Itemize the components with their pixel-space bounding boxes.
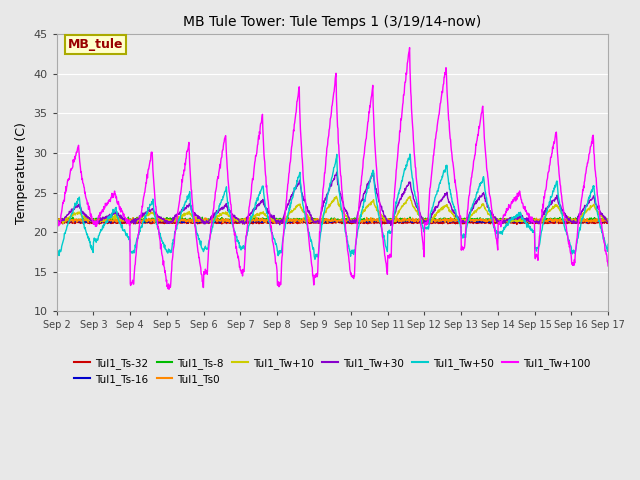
Tul1_Ts-32	[175, 219, 183, 225]
Tul1_Ts-16	[536, 216, 544, 222]
Tul1_Tw+10	[604, 219, 612, 225]
Tul1_Tw+50	[311, 256, 319, 262]
Tul1_Tw+30	[604, 219, 612, 225]
Line: Tul1_Ts0: Tul1_Ts0	[57, 217, 608, 223]
Tul1_Tw+100	[165, 287, 173, 292]
Line: Tul1_Ts-16: Tul1_Ts-16	[57, 219, 608, 223]
Tul1_Ts-8	[141, 219, 149, 225]
Tul1_Tw+30	[540, 211, 547, 217]
Tul1_Tw+10	[53, 217, 61, 223]
Tul1_Ts-16	[490, 218, 498, 224]
Tul1_Tw+100	[237, 270, 245, 276]
Tul1_Tw+100	[604, 263, 612, 269]
Tul1_Ts-16	[604, 219, 612, 225]
Tul1_Tw+100	[406, 45, 413, 50]
Tul1_Tw+50	[53, 249, 61, 255]
Tul1_Tw+10	[540, 215, 547, 221]
Tul1_Ts0	[162, 218, 170, 224]
Tul1_Ts-8	[238, 216, 246, 222]
Tul1_Tw+30	[333, 169, 340, 175]
Tul1_Ts-8	[53, 216, 61, 222]
Tul1_Tw+30	[491, 215, 499, 220]
Tul1_Tw+30	[387, 223, 395, 228]
Tul1_Ts0	[53, 216, 61, 222]
Tul1_Tw+50	[237, 247, 245, 253]
Line: Tul1_Tw+100: Tul1_Tw+100	[57, 48, 608, 289]
Tul1_Ts0	[540, 218, 547, 224]
Tul1_Ts-32	[418, 221, 426, 227]
Tul1_Ts-16	[107, 220, 115, 226]
Tul1_Ts-32	[490, 220, 498, 226]
Tul1_Ts-32	[539, 220, 547, 226]
Tul1_Tw+30	[237, 219, 245, 225]
Tul1_Tw+10	[176, 214, 184, 220]
Tul1_Tw+100	[419, 238, 426, 244]
Tul1_Tw+10	[237, 218, 245, 224]
Tul1_Ts0	[604, 219, 612, 225]
Tul1_Tw+100	[176, 197, 184, 203]
Tul1_Tw+100	[491, 228, 499, 234]
Line: Tul1_Tw+10: Tul1_Tw+10	[57, 196, 608, 223]
Tul1_Ts0	[447, 215, 454, 220]
Tul1_Tw+30	[162, 218, 170, 224]
Tul1_Ts0	[175, 215, 183, 221]
Tul1_Ts-32	[162, 220, 170, 226]
Line: Tul1_Tw+50: Tul1_Tw+50	[57, 154, 608, 259]
Tul1_Tw+10	[333, 193, 340, 199]
Tul1_Tw+50	[162, 246, 170, 252]
Tul1_Ts0	[418, 216, 426, 222]
Tul1_Ts-32	[53, 219, 61, 225]
Tul1_Tw+10	[60, 220, 67, 226]
Text: MB_tule: MB_tule	[68, 38, 124, 51]
Tul1_Tw+30	[53, 220, 61, 226]
Tul1_Ts-8	[604, 216, 612, 222]
Tul1_Ts-8	[163, 217, 170, 223]
Tul1_Ts-16	[540, 217, 547, 223]
Tul1_Ts-16	[176, 218, 184, 224]
Tul1_Ts-16	[419, 218, 426, 224]
Title: MB Tule Tower: Tule Temps 1 (3/19/14-now): MB Tule Tower: Tule Temps 1 (3/19/14-now…	[183, 15, 481, 29]
Tul1_Ts-32	[604, 219, 612, 225]
Tul1_Ts-8	[540, 216, 547, 222]
Tul1_Tw+100	[53, 218, 61, 224]
Tul1_Tw+50	[604, 241, 612, 247]
Tul1_Tw+50	[491, 224, 499, 229]
Tul1_Ts0	[237, 216, 245, 222]
Tul1_Tw+10	[491, 217, 499, 223]
Tul1_Tw+30	[419, 216, 426, 221]
Tul1_Ts-32	[513, 221, 521, 227]
Tul1_Tw+50	[540, 221, 547, 227]
Line: Tul1_Ts-8: Tul1_Ts-8	[57, 217, 608, 222]
Y-axis label: Temperature (C): Temperature (C)	[15, 122, 28, 224]
Tul1_Ts-32	[237, 219, 245, 225]
Tul1_Tw+50	[406, 151, 414, 157]
Tul1_Tw+30	[175, 211, 183, 217]
Tul1_Tw+10	[163, 218, 170, 224]
Tul1_Ts0	[491, 219, 499, 225]
Tul1_Tw+100	[540, 205, 547, 211]
Tul1_Ts-16	[163, 218, 170, 224]
Tul1_Ts-32	[592, 218, 600, 224]
Tul1_Tw+10	[419, 217, 426, 223]
Legend: Tul1_Ts-32, Tul1_Ts-16, Tul1_Ts-8, Tul1_Ts0, Tul1_Tw+10, Tul1_Tw+30, Tul1_Tw+50,: Tul1_Ts-32, Tul1_Ts-16, Tul1_Ts-8, Tul1_…	[70, 354, 595, 389]
Tul1_Ts-8	[419, 217, 426, 223]
Tul1_Tw+50	[419, 223, 426, 228]
Tul1_Tw+50	[175, 216, 183, 221]
Tul1_Tw+100	[162, 274, 170, 279]
Tul1_Ts-16	[53, 219, 61, 225]
Line: Tul1_Ts-32: Tul1_Ts-32	[57, 221, 608, 224]
Tul1_Ts-8	[176, 216, 184, 222]
Tul1_Ts-16	[237, 218, 245, 224]
Tul1_Ts-8	[84, 214, 92, 220]
Line: Tul1_Tw+30: Tul1_Tw+30	[57, 172, 608, 226]
Tul1_Ts-8	[491, 216, 499, 222]
Tul1_Ts0	[424, 220, 431, 226]
